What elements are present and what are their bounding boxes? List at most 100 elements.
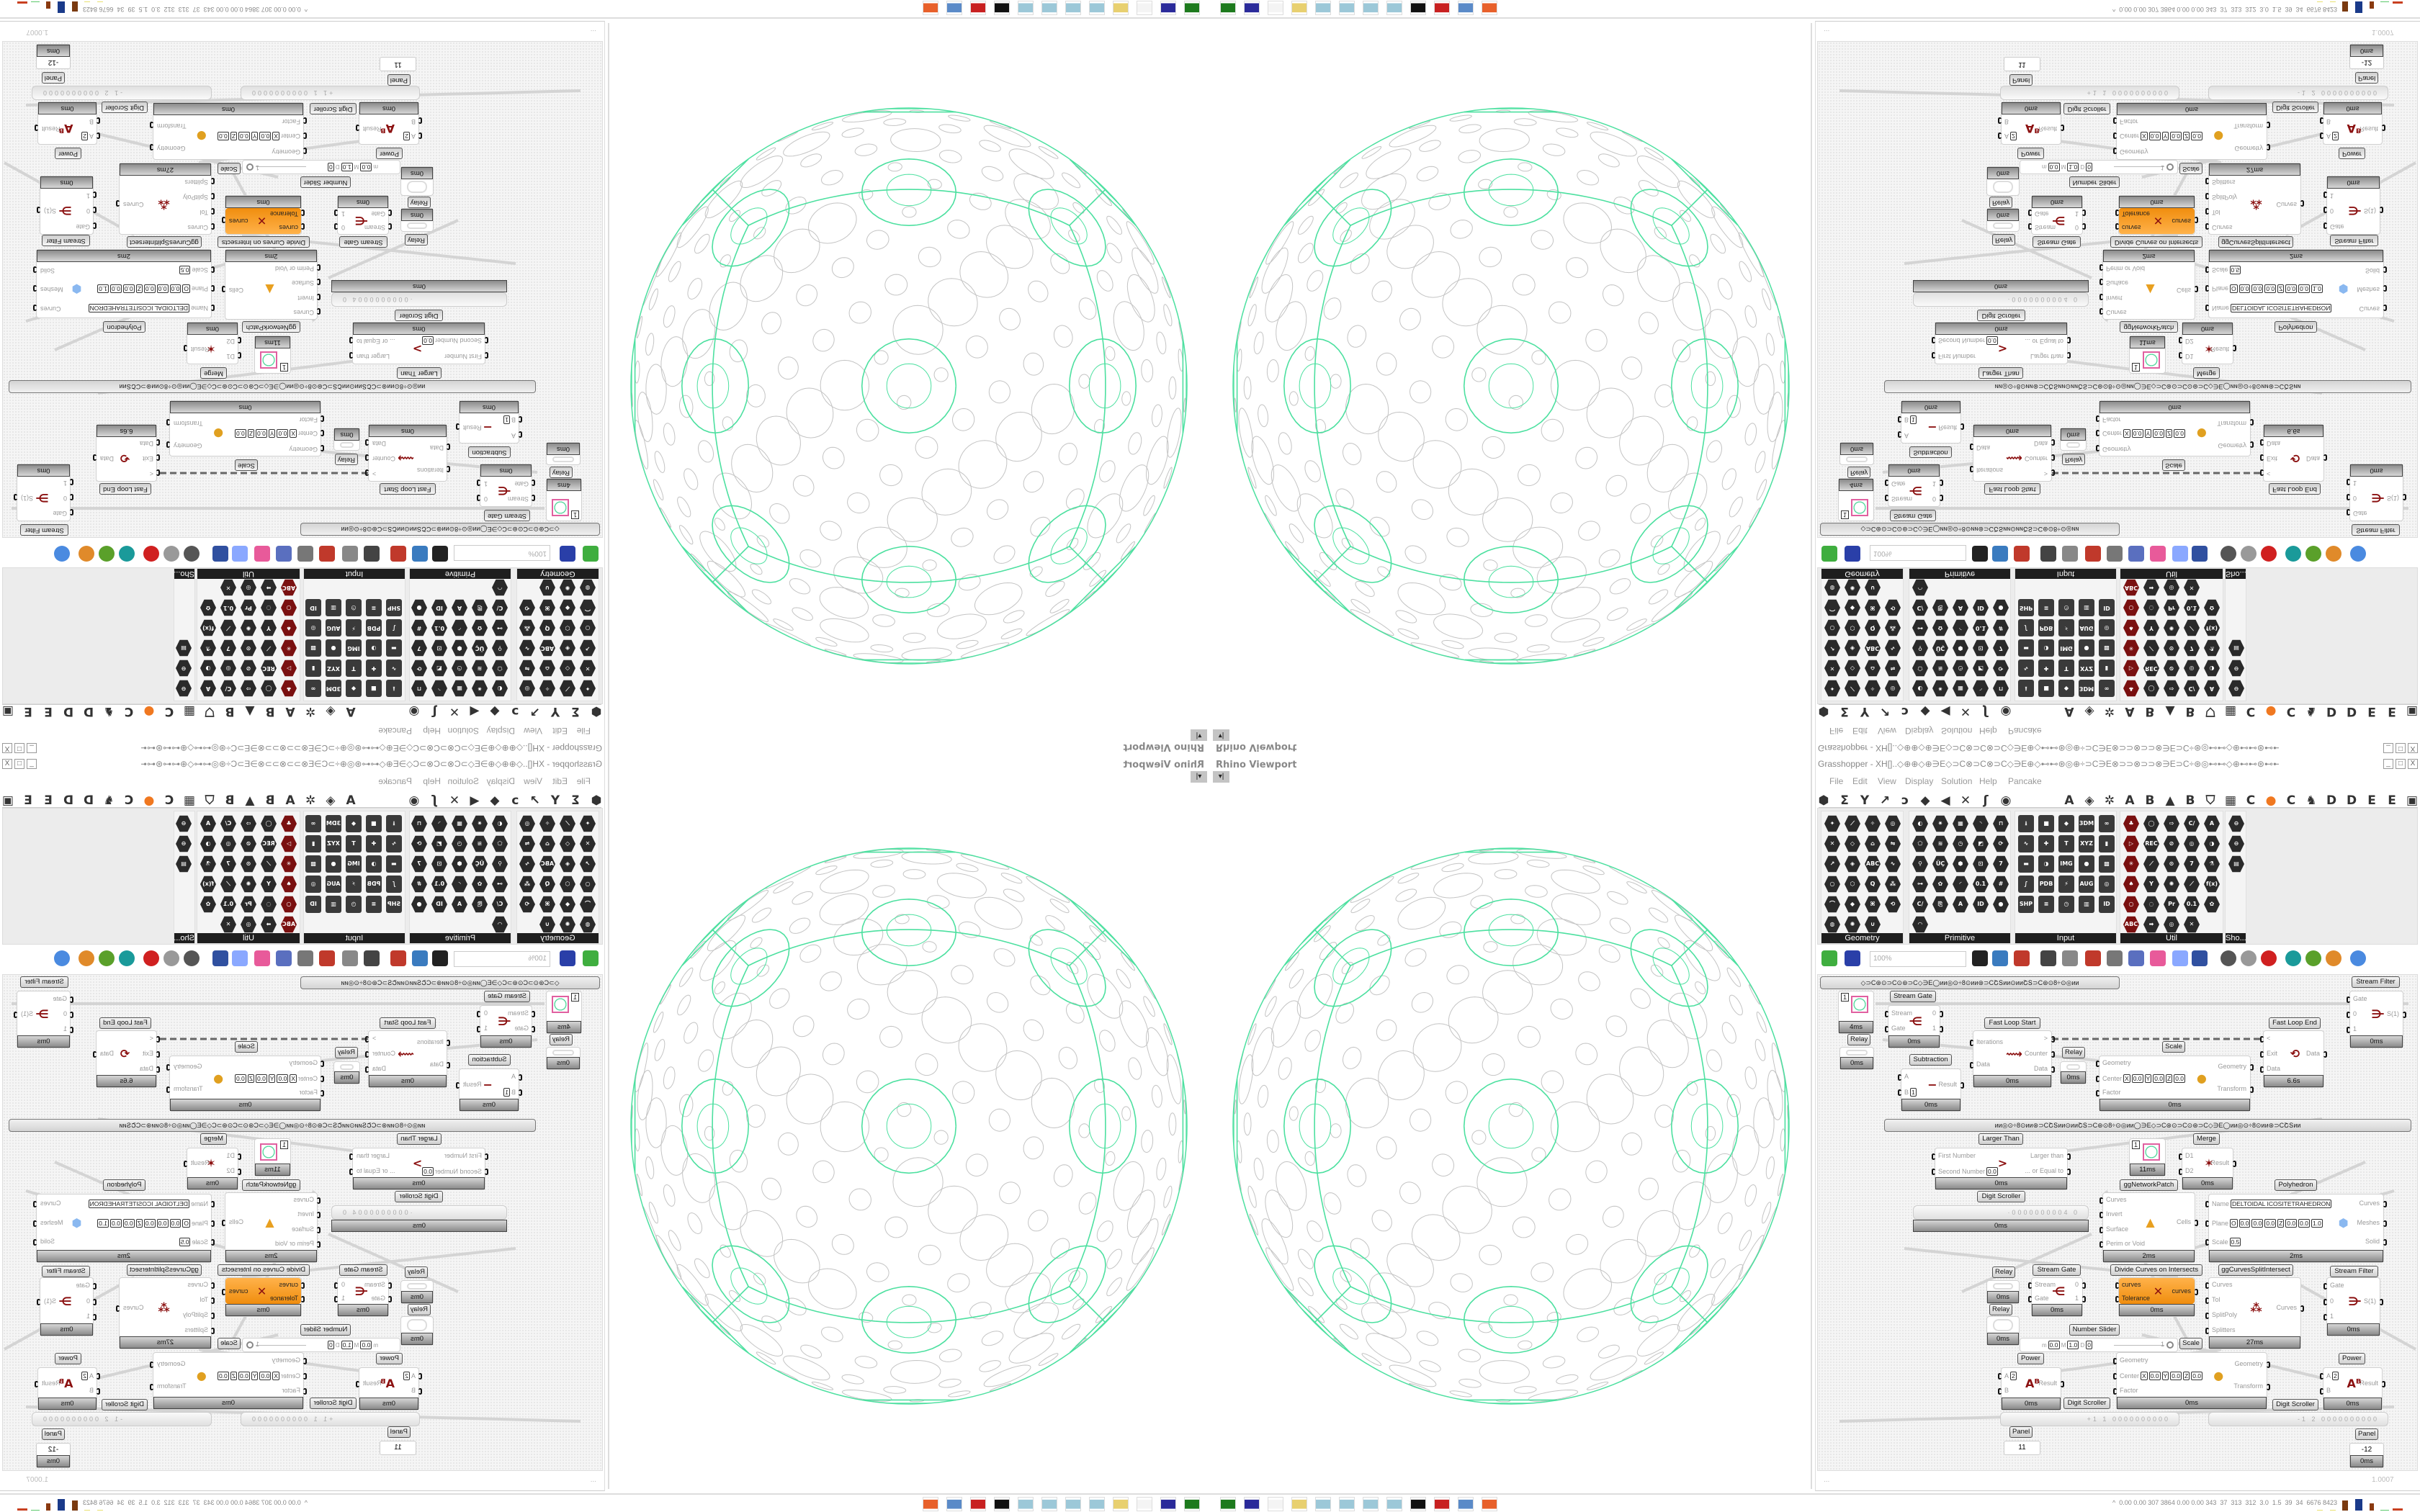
component-icon[interactable]: ⟲: [1885, 896, 1901, 913]
output-grip[interactable]: [150, 1384, 153, 1391]
input-grip[interactable]: [418, 1388, 422, 1395]
input-grip[interactable]: [317, 1197, 321, 1205]
component-icon[interactable]: ⇨: [2164, 815, 2179, 832]
input-a[interactable]: A: [1904, 1073, 1909, 1080]
group-bar[interactable]: ◇⊃C⊛⊙⊃C⊙⊛⊃C◇∋E◯ᴎᴎ◎⊙÷8⊙ᴎᴎ⊛⊃CՇՏᴎᴎ⊙ᴎᴎՇՏ⊃C⊛⊙…: [300, 976, 600, 989]
digit-scroller-label[interactable]: Digit Scroller: [1977, 1191, 2025, 1202]
component-icon[interactable]: ⟋: [2143, 855, 2159, 873]
input-value[interactable]: 2: [2332, 132, 2339, 141]
stream-filter-label[interactable]: Stream Filter: [42, 1266, 90, 1277]
component-icon[interactable]: ✿: [200, 599, 216, 616]
new-document-icon[interactable]: [1821, 546, 1837, 562]
relay-component[interactable]: 0ms: [1986, 1316, 2020, 1346]
input-factor[interactable]: Factor: [2102, 416, 2121, 423]
tab-icon-26[interactable]: E: [2388, 793, 2396, 808]
input-value[interactable]: 0.0: [2298, 284, 2310, 294]
input-value[interactable]: 0.0: [169, 284, 182, 294]
input-second-number[interactable]: Second Number0.0: [422, 1166, 482, 1176]
component-icon[interactable]: ∞: [305, 815, 321, 832]
component-icon[interactable]: ●: [326, 855, 341, 873]
component-icon[interactable]: ✿: [2204, 896, 2220, 913]
ribbon-panel-title[interactable]: Sho...: [174, 569, 194, 579]
component-icon[interactable]: ∫: [2018, 619, 2034, 636]
tab-icon-20[interactable]: ●: [143, 704, 155, 719]
input-exit[interactable]: Exit: [2267, 456, 2277, 463]
menu-file[interactable]: File: [1829, 776, 1844, 786]
input-gate[interactable]: Gate: [514, 1025, 529, 1032]
component-icon[interactable]: PDB: [2038, 876, 2054, 893]
ribbon-panel-title[interactable]: Geometry: [1821, 569, 1903, 579]
input-value[interactable]: 1: [503, 415, 510, 424]
group-bar[interactable]: ◇⊃C⊛⊙⊃C⊙⊛⊃C◇∋E◯ᴎᴎ◎⊙÷8⊙ᴎᴎ⊛⊃CՇՏᴎᴎ⊙ᴎᴎՇՏ⊃C⊛⊙…: [300, 523, 600, 536]
ggnetworkpatch-label[interactable]: ggNetworkPatch: [2120, 321, 2178, 333]
stream-filter-label[interactable]: Stream Filter: [20, 976, 68, 988]
input-grip[interactable]: [1885, 495, 1888, 502]
input-0[interactable]: 0: [63, 495, 67, 503]
component-icon[interactable]: ⌘: [539, 896, 555, 913]
input-first-number[interactable]: First Number: [444, 1152, 482, 1159]
input-value[interactable]: O: [2230, 284, 2238, 294]
digit-scroller-label[interactable]: Digit Scroller: [395, 310, 443, 321]
output-grip[interactable]: [2267, 144, 2270, 151]
input-grip[interactable]: [2205, 304, 2209, 311]
calculator-icon[interactable]: [946, 1, 962, 15]
input-gate[interactable]: Gate: [2330, 223, 2344, 230]
input-grip[interactable]: [2028, 223, 2032, 230]
component-icon[interactable]: ✕: [220, 579, 236, 596]
input-grip[interactable]: [2205, 193, 2209, 200]
component-icon[interactable]: Y: [2143, 876, 2159, 893]
output-meshes[interactable]: Meshes: [2357, 1218, 2380, 1226]
component-icon[interactable]: ✺: [241, 619, 256, 636]
swatch-component[interactable]: 1 4ms: [546, 991, 582, 1034]
input-grip[interactable]: [2320, 1388, 2323, 1395]
component-icon[interactable]: ⊘: [2164, 835, 2179, 852]
merge-label[interactable]: Merge: [200, 367, 227, 379]
input-grip[interactable]: [2113, 117, 2117, 125]
input-value[interactable]: 1: [1910, 415, 1917, 424]
input-value[interactable]: 0.0: [2148, 132, 2161, 141]
component-icon[interactable]: ◜: [1953, 619, 1968, 636]
tab-icon-20[interactable]: ●: [2265, 704, 2277, 719]
blank-icon[interactable]: [1268, 1, 1283, 15]
component-icon[interactable]: ∫: [386, 876, 402, 893]
green-material-icon[interactable]: [2305, 950, 2321, 966]
component-icon[interactable]: ✿: [472, 619, 488, 636]
cluster-icon[interactable]: [364, 546, 380, 562]
input-geometry[interactable]: Geometry: [289, 1059, 318, 1066]
folder-icon[interactable]: [1113, 1497, 1129, 1511]
component-icon[interactable]: f(x): [200, 619, 216, 636]
input-geometry[interactable]: Geometry: [2120, 1356, 2148, 1364]
ribbon-panel-title[interactable]: Geometry: [517, 933, 599, 943]
relay-label[interactable]: Relay: [334, 454, 358, 465]
component-icon[interactable]: Pr: [2164, 599, 2179, 616]
output-transform[interactable]: Transform: [157, 122, 187, 130]
email-icon[interactable]: [2062, 546, 2078, 562]
component-icon[interactable]: ♠: [281, 876, 297, 893]
input-grip[interactable]: [70, 1026, 73, 1033]
component-icon[interactable]: ◜: [452, 876, 467, 893]
output-cells[interactable]: Cells: [2176, 1218, 2191, 1225]
input-geometry[interactable]: Geometry: [2102, 446, 2131, 453]
package-icon[interactable]: [2150, 950, 2166, 966]
input-value[interactable]: 0.0: [2285, 284, 2298, 294]
input-grip[interactable]: [2179, 1153, 2182, 1160]
panel-label[interactable]: Panel: [2355, 72, 2379, 84]
input-data[interactable]: Data: [1976, 1061, 1990, 1068]
input-gate[interactable]: Gate: [53, 510, 67, 518]
scale-label[interactable]: Scale: [2179, 163, 2202, 174]
input-grip[interactable]: [447, 466, 450, 473]
merge-component[interactable]: D1 D2 Result ✶ 0ms: [2179, 1148, 2236, 1190]
component-icon[interactable]: ▦: [1953, 815, 1968, 832]
ribbon-panel-title[interactable]: Util: [2120, 569, 2223, 579]
input-grip[interactable]: [532, 495, 535, 502]
output-grip[interactable]: [1960, 423, 1964, 431]
power-label[interactable]: Power: [376, 148, 403, 159]
search-icon[interactable]: [2128, 546, 2144, 562]
component-icon[interactable]: ◆: [560, 599, 575, 616]
input-grip[interactable]: [2205, 1282, 2209, 1290]
component-icon[interactable]: C/: [220, 815, 236, 832]
ribbon-panel-title[interactable]: Sho...: [174, 933, 194, 943]
